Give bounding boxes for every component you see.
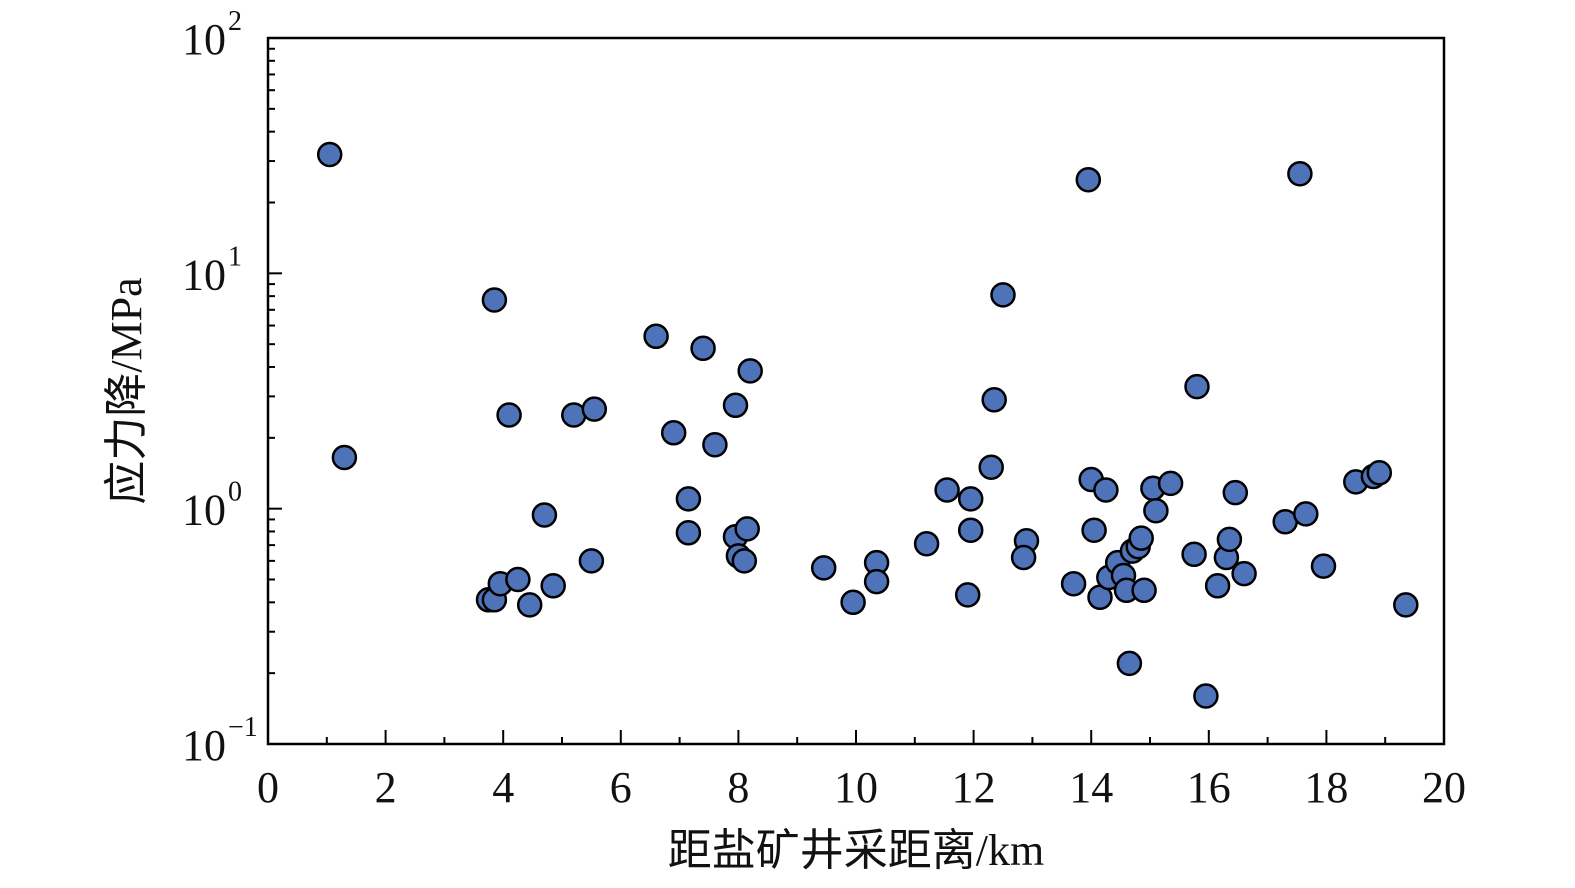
data-point bbox=[1060, 570, 1087, 597]
data-point bbox=[978, 454, 1004, 480]
y-tick-base: 10 bbox=[182, 250, 226, 299]
x-tick-label: 10 bbox=[834, 763, 878, 812]
data-point bbox=[722, 392, 749, 419]
y-tick-exponent: −1 bbox=[228, 712, 258, 743]
x-axis-label: 距盐矿井采距离/km bbox=[668, 826, 1044, 875]
data-point bbox=[1131, 577, 1157, 604]
data-point bbox=[934, 477, 960, 503]
x-tick-label: 18 bbox=[1304, 763, 1348, 812]
data-point bbox=[1366, 460, 1393, 486]
x-tick-label: 4 bbox=[492, 763, 514, 812]
data-point bbox=[496, 402, 522, 428]
x-tick-label: 8 bbox=[727, 763, 749, 812]
data-point bbox=[1093, 477, 1119, 503]
x-tick-label: 14 bbox=[1069, 763, 1113, 812]
data-point bbox=[675, 520, 702, 546]
data-point bbox=[578, 548, 605, 574]
data-point bbox=[1081, 517, 1107, 543]
y-tick-label: 10 1 bbox=[182, 241, 242, 299]
data-point bbox=[1116, 650, 1143, 677]
y-tick-base: 10 bbox=[182, 486, 226, 535]
data-point bbox=[731, 548, 758, 574]
data-point bbox=[481, 287, 508, 313]
y-axis-label: 应力降/MPa bbox=[102, 277, 151, 504]
data-point bbox=[675, 486, 702, 512]
data-point bbox=[1393, 592, 1419, 618]
data-point bbox=[1293, 501, 1319, 527]
data-point bbox=[840, 589, 866, 616]
y-tick-base: 10 bbox=[182, 15, 226, 64]
x-tick-label: 20 bbox=[1422, 763, 1466, 812]
data-point bbox=[702, 431, 728, 458]
data-point bbox=[863, 568, 890, 595]
data-point bbox=[1181, 541, 1207, 568]
data-point bbox=[516, 592, 543, 618]
axis-ticks bbox=[267, 37, 1445, 745]
data-point bbox=[1157, 470, 1184, 497]
data-point bbox=[1010, 544, 1037, 571]
data-point bbox=[690, 335, 716, 362]
data-point bbox=[581, 396, 608, 422]
data-point bbox=[540, 573, 566, 599]
y-tick-exponent: 2 bbox=[228, 6, 242, 37]
data-point bbox=[1222, 479, 1249, 506]
y-tick-base: 10 bbox=[182, 721, 226, 770]
y-tick-exponent: 0 bbox=[228, 477, 242, 508]
x-tick-label: 2 bbox=[375, 763, 397, 812]
data-point bbox=[505, 566, 531, 593]
data-point bbox=[1193, 683, 1219, 709]
x-tick-label: 0 bbox=[257, 763, 279, 812]
x-axis-tick-labels: 0 2 4 6 8 10 12 14 16 18 20 bbox=[257, 763, 1466, 812]
data-point bbox=[1143, 497, 1169, 524]
data-point bbox=[643, 323, 669, 350]
data-point bbox=[1128, 525, 1154, 551]
data-point bbox=[1075, 166, 1102, 193]
data-point bbox=[913, 530, 940, 557]
y-tick-exponent: 1 bbox=[228, 241, 242, 272]
data-point bbox=[957, 486, 984, 512]
x-tick-label: 12 bbox=[952, 763, 996, 812]
x-tick-label: 6 bbox=[610, 763, 632, 812]
data-point bbox=[981, 387, 1007, 413]
data-point bbox=[954, 582, 981, 608]
data-point bbox=[810, 555, 837, 581]
data-point bbox=[331, 444, 358, 471]
x-tick-label: 16 bbox=[1187, 763, 1231, 812]
data-point bbox=[737, 358, 763, 384]
data-point bbox=[316, 141, 343, 168]
data-point bbox=[990, 282, 1016, 308]
data-points bbox=[316, 141, 1419, 709]
data-point bbox=[734, 516, 760, 542]
plot-area-frame bbox=[266, 36, 1446, 746]
data-point bbox=[1216, 526, 1243, 553]
y-tick-label: 10 0 bbox=[182, 477, 242, 535]
data-point bbox=[1287, 160, 1313, 187]
y-tick-label: 10 2 bbox=[182, 6, 242, 64]
y-tick-label: 10 −1 bbox=[182, 712, 258, 770]
data-point bbox=[957, 517, 984, 543]
data-point bbox=[1184, 373, 1210, 400]
data-point bbox=[660, 420, 687, 446]
data-point bbox=[1231, 560, 1257, 587]
data-point bbox=[531, 502, 558, 528]
data-point bbox=[1204, 573, 1231, 599]
data-point bbox=[1310, 553, 1337, 579]
